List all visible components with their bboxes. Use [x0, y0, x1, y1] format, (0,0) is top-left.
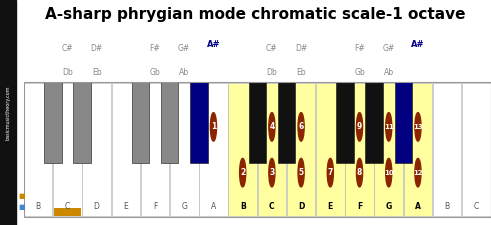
Bar — [316, 83, 345, 216]
Bar — [248, 82, 266, 163]
Text: E: E — [123, 202, 128, 211]
Ellipse shape — [415, 158, 421, 187]
Text: A: A — [211, 202, 216, 211]
Text: 6: 6 — [299, 122, 304, 131]
Text: 10: 10 — [384, 170, 394, 176]
Ellipse shape — [327, 158, 333, 187]
Bar — [141, 83, 169, 216]
Bar — [53, 83, 82, 216]
Text: 1: 1 — [211, 122, 216, 131]
Text: ■: ■ — [18, 193, 25, 199]
Bar — [278, 82, 295, 163]
Text: A: A — [415, 202, 421, 211]
Text: A-sharp phrygian mode chromatic scale-1 octave: A-sharp phrygian mode chromatic scale-1 … — [45, 7, 465, 22]
Ellipse shape — [298, 113, 304, 141]
Text: basicmusictheory.com: basicmusictheory.com — [5, 85, 10, 140]
Text: G#: G# — [382, 44, 395, 53]
Ellipse shape — [269, 113, 275, 141]
Bar — [111, 83, 140, 216]
Text: C: C — [65, 202, 70, 211]
Text: Eb: Eb — [92, 68, 102, 77]
Text: Ab: Ab — [383, 68, 394, 77]
Text: G: G — [181, 202, 187, 211]
Text: C: C — [474, 202, 479, 211]
Text: F#: F# — [354, 44, 365, 53]
Bar — [395, 82, 412, 163]
Text: 7: 7 — [327, 168, 333, 177]
Text: A#: A# — [207, 40, 220, 49]
Text: B: B — [36, 202, 41, 211]
Bar — [433, 83, 462, 216]
Text: C#: C# — [266, 44, 278, 53]
Text: 3: 3 — [269, 168, 274, 177]
Text: 12: 12 — [413, 170, 423, 176]
Ellipse shape — [386, 158, 392, 187]
Bar — [287, 83, 315, 216]
Ellipse shape — [386, 113, 392, 141]
Text: Db: Db — [267, 68, 277, 77]
Text: 9: 9 — [357, 122, 362, 131]
Bar — [228, 83, 257, 216]
Bar — [199, 83, 228, 216]
Bar — [44, 82, 61, 163]
Ellipse shape — [415, 113, 421, 141]
Text: 5: 5 — [299, 168, 303, 177]
Bar — [462, 83, 491, 216]
Ellipse shape — [269, 158, 275, 187]
Text: G: G — [385, 202, 392, 211]
Bar — [54, 208, 81, 216]
Text: 4: 4 — [269, 122, 274, 131]
Bar — [82, 83, 111, 216]
Text: C#: C# — [61, 44, 73, 53]
Ellipse shape — [211, 113, 217, 141]
Text: Ab: Ab — [179, 68, 190, 77]
Text: D: D — [298, 202, 304, 211]
Ellipse shape — [298, 158, 304, 187]
Bar — [258, 83, 286, 216]
Bar — [132, 82, 149, 163]
Text: E: E — [327, 202, 333, 211]
Text: B: B — [240, 202, 246, 211]
Text: Eb: Eb — [296, 68, 306, 77]
Bar — [24, 82, 491, 217]
Ellipse shape — [356, 113, 362, 141]
Text: G#: G# — [178, 44, 191, 53]
Text: D#: D# — [90, 44, 103, 53]
Text: 11: 11 — [384, 124, 394, 130]
Text: D#: D# — [295, 44, 307, 53]
Text: 8: 8 — [357, 168, 362, 177]
Bar — [365, 82, 383, 163]
Text: D: D — [94, 202, 100, 211]
Bar — [404, 83, 432, 216]
Bar — [24, 83, 53, 216]
Text: Gb: Gb — [150, 68, 161, 77]
Text: A#: A# — [411, 40, 425, 49]
Text: B: B — [445, 202, 450, 211]
Text: 2: 2 — [240, 168, 246, 177]
Text: F: F — [153, 202, 157, 211]
Bar — [170, 83, 198, 216]
Bar — [190, 82, 208, 163]
Text: Gb: Gb — [354, 68, 365, 77]
Text: Db: Db — [62, 68, 73, 77]
Text: F#: F# — [150, 44, 161, 53]
Bar — [73, 82, 91, 163]
Text: F: F — [357, 202, 362, 211]
Text: C: C — [269, 202, 274, 211]
Bar — [161, 82, 178, 163]
Text: 13: 13 — [413, 124, 423, 130]
Ellipse shape — [240, 158, 246, 187]
Ellipse shape — [356, 158, 362, 187]
Bar — [345, 83, 374, 216]
Text: ■: ■ — [18, 204, 25, 210]
Bar — [336, 82, 354, 163]
Bar — [375, 83, 403, 216]
